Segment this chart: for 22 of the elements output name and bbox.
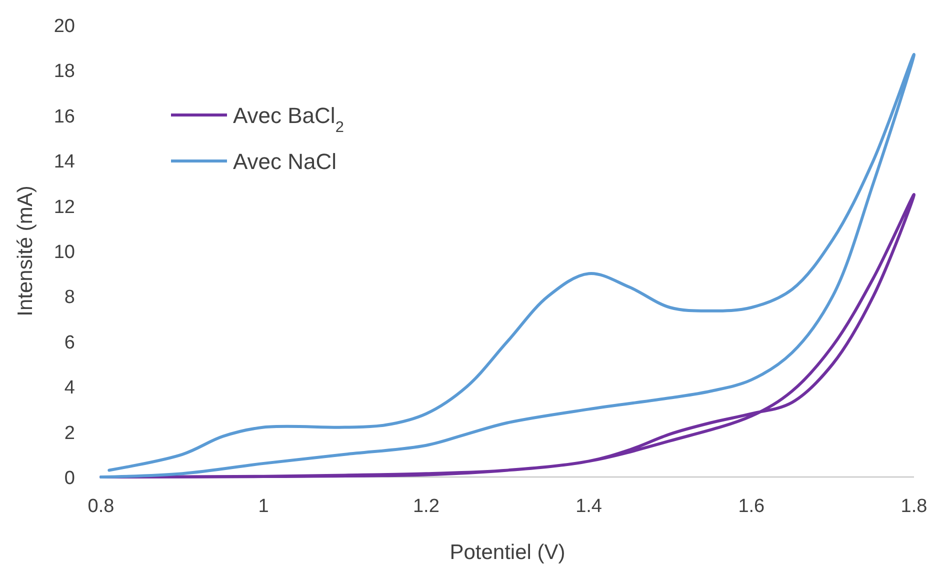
- x-tick-label: 1.6: [738, 496, 765, 517]
- x-tick-label: 1.2: [412, 496, 440, 517]
- y-tick-label: 4: [64, 378, 76, 399]
- x-tick-label: 1: [258, 496, 269, 517]
- y-axis-title: Intensité (mA): [14, 186, 37, 316]
- x-tick-label: 0.8: [88, 496, 114, 517]
- legend-label: Avec NaCl: [233, 149, 337, 174]
- y-tick-label: 0: [64, 468, 75, 489]
- x-tick-label: 1.4: [576, 496, 602, 517]
- y-tick-label: 20: [54, 16, 75, 37]
- legend-label: Avec BaCl$_{2}$: [233, 103, 344, 136]
- y-tick-label: 18: [54, 61, 75, 82]
- y-tick-label: 8: [64, 287, 75, 308]
- y-tick-label: 6: [64, 332, 75, 354]
- y-tick-label: 16: [54, 106, 75, 128]
- y-tick-label: 2: [64, 422, 75, 444]
- x-tick-label: 1.8: [900, 496, 928, 517]
- x-axis-title: Potentiel (V): [450, 541, 566, 564]
- y-tick-label: 12: [54, 196, 75, 218]
- y-tick-label: 10: [54, 242, 75, 263]
- y-tick-label: 14: [54, 152, 76, 173]
- line-series: [100, 52, 916, 478]
